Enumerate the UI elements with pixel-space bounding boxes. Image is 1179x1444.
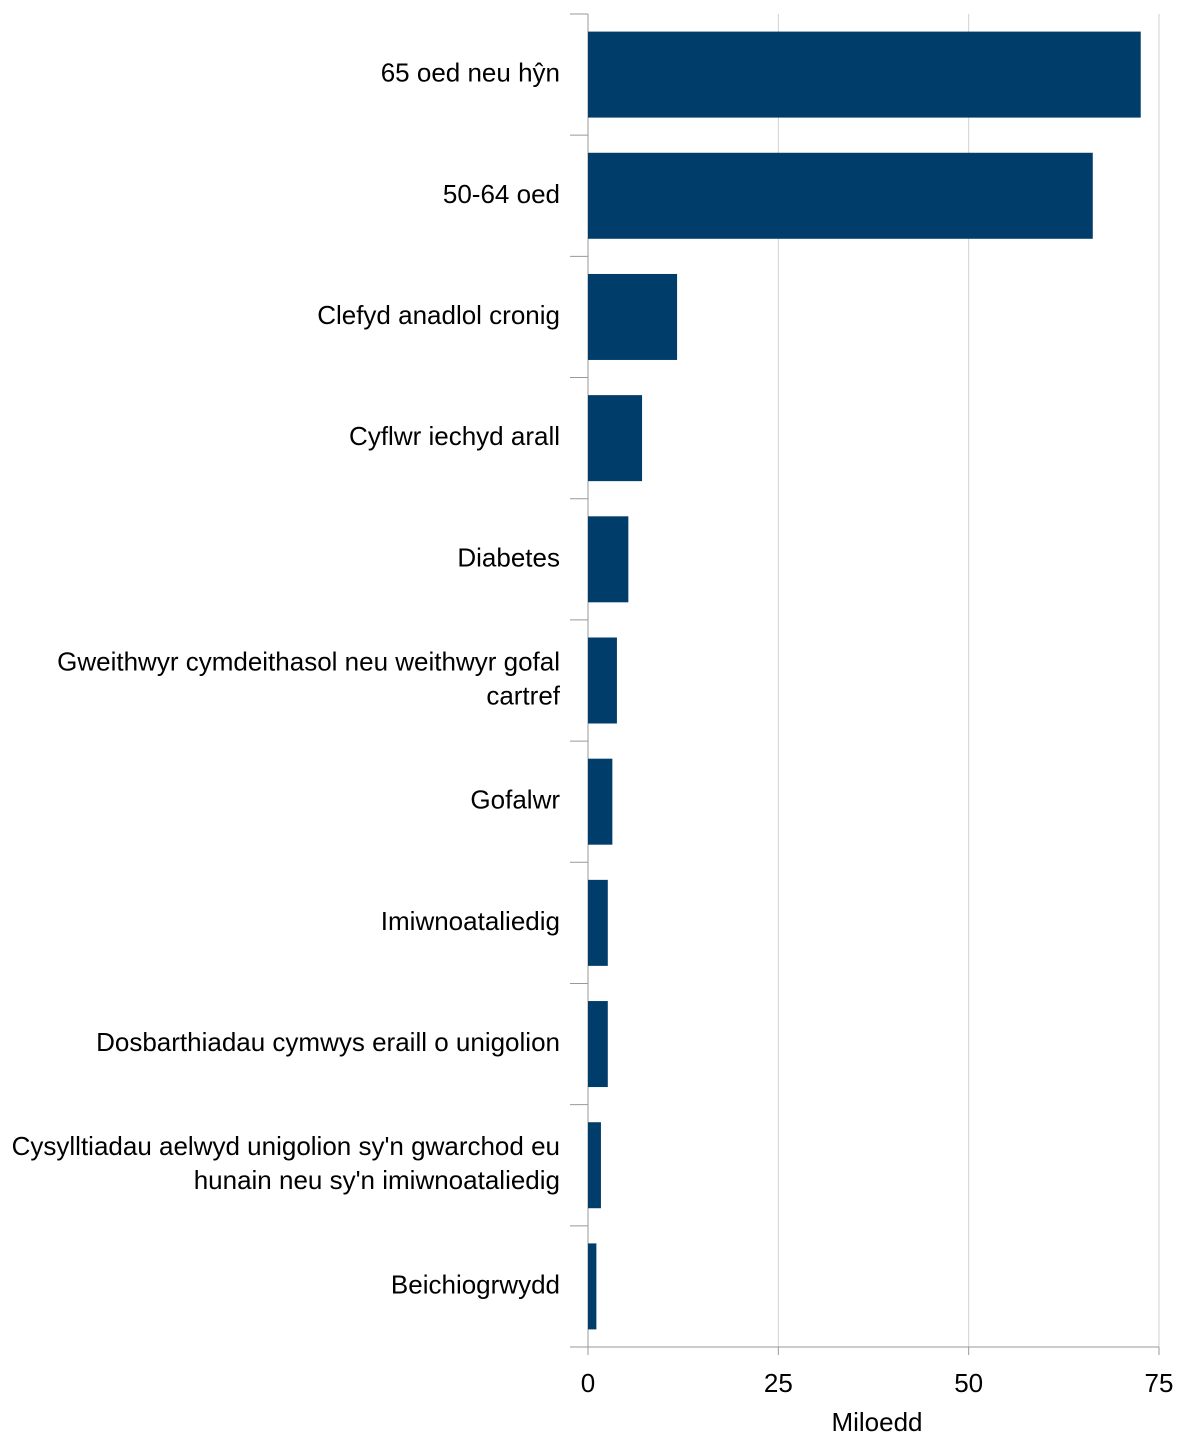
bar	[588, 637, 617, 724]
bar	[588, 273, 678, 360]
y-tick-label: Cysylltiadau aelwyd unigolion sy'n gwarc…	[12, 1131, 560, 1195]
x-tick-label: 0	[581, 1368, 595, 1398]
bar	[588, 758, 613, 845]
y-tick-label: Clefyd anadlol cronig	[317, 300, 560, 330]
bar	[588, 516, 629, 603]
bar	[588, 1243, 597, 1330]
y-tick-label: Gweithwyr cymdeithasol neu weithwyr gofa…	[57, 646, 561, 710]
y-tick-label: 50-64 oed	[443, 179, 560, 209]
x-tick-label: 50	[954, 1368, 983, 1398]
y-tick-label: Diabetes	[457, 542, 560, 572]
bar	[588, 1001, 608, 1088]
y-tick-label: Cyflwr iechyd arall	[349, 421, 560, 451]
x-tick-label: 75	[1145, 1368, 1174, 1398]
y-tick-label: Beichiogrwydd	[391, 1269, 560, 1299]
x-axis-title: Miloedd	[831, 1407, 922, 1437]
bar	[588, 879, 608, 966]
y-tick-label: 65 oed neu hŷn	[381, 57, 560, 87]
y-tick-label: Imiwnoataliedig	[381, 906, 560, 936]
y-tick-label: Gofalwr	[470, 785, 560, 815]
bar	[588, 395, 643, 482]
x-tick-label: 25	[764, 1368, 793, 1398]
bar	[588, 152, 1093, 239]
bar	[588, 31, 1141, 118]
y-tick-label: Dosbarthiadau cymwys eraill o unigolion	[96, 1027, 560, 1057]
bar	[588, 1122, 601, 1209]
